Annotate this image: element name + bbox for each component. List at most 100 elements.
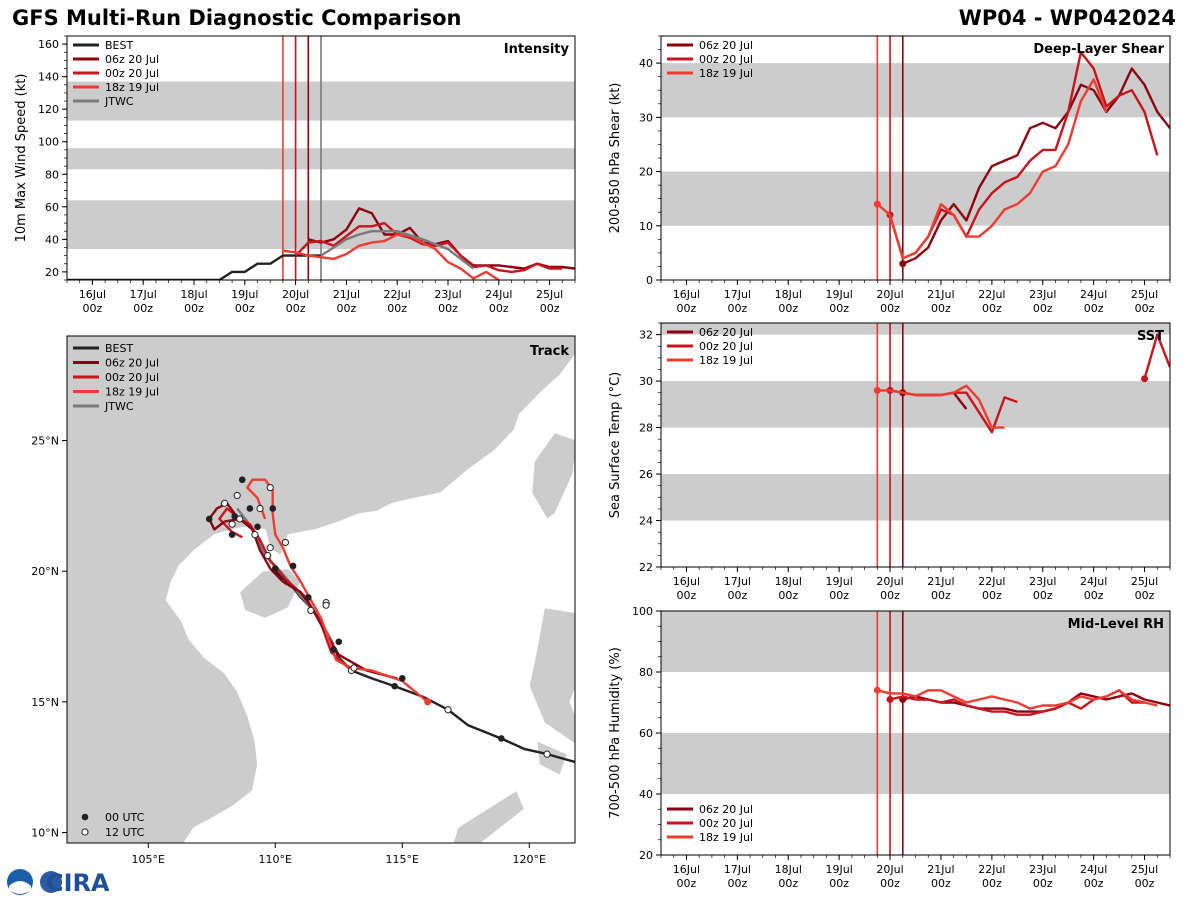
y-axis-label: 10m Max Wind Speed (kt) (14, 74, 29, 243)
legend-label: 00 UTC (105, 811, 145, 824)
init-point (873, 386, 881, 394)
series-line (1143, 333, 1170, 380)
legend-label: 18z 19 Jul (699, 67, 753, 80)
x-tick-label: 21Jul (927, 288, 954, 301)
legend-label: 18z 19 Jul (699, 831, 753, 844)
y-tick-label: 20 (639, 166, 653, 179)
x-tick-label: 00z (829, 302, 849, 315)
x-tick-label: 00z (880, 589, 900, 602)
threshold-band (661, 474, 1170, 521)
map-area (67, 336, 575, 843)
marker-12utc (350, 664, 358, 672)
legend-marker (81, 813, 89, 821)
y-tick-label: 24 (639, 515, 653, 528)
x-tick-label: 23Jul (1029, 288, 1056, 301)
marker-12utc (236, 515, 244, 523)
x-tick-label: 19Jul (826, 863, 853, 876)
y-tick-label: 32 (639, 329, 653, 342)
x-tick-label: 20Jul (876, 863, 903, 876)
land-mindoro (536, 740, 568, 776)
threshold-band (661, 323, 1170, 335)
x-tick-label: 23Jul (1029, 575, 1056, 588)
legend-label: 06z 20 Jul (699, 803, 753, 816)
x-tick-label: 00z (778, 589, 798, 602)
marker-12utc (264, 551, 272, 560)
x-tick-label: 00z (184, 302, 204, 315)
x-tick-label: 25Jul (1131, 575, 1158, 588)
y-tick-label: 10°N (31, 827, 59, 840)
marker-00utc (228, 531, 236, 538)
marker-00utc (246, 505, 254, 512)
x-tick-label: 00z (1135, 877, 1155, 890)
y-tick-label: 26 (639, 468, 653, 481)
x-tick-label: 00z (1084, 302, 1104, 315)
x-tick-label: 22Jul (384, 288, 411, 301)
marker-00utc (391, 682, 398, 690)
marker-12utc (251, 531, 259, 539)
x-tick-label: 22Jul (978, 863, 1005, 876)
x-tick-label: 00z (727, 302, 747, 315)
x-tick-label: 00z (438, 302, 458, 315)
y-tick-label: 160 (38, 38, 59, 51)
marker-00utc (335, 638, 343, 646)
marker-12utc (228, 520, 236, 528)
y-tick-label: 40 (639, 788, 653, 801)
x-tick-label: 18Jul (775, 863, 802, 876)
x-tick-label: 00z (1135, 302, 1155, 315)
y-tick-label: 30 (639, 111, 653, 124)
marker-12utc (266, 544, 274, 552)
x-tick-label: 00z (337, 302, 357, 315)
y-tick-label: 100 (38, 136, 59, 149)
x-tick-label: 00z (387, 302, 407, 315)
cira-logo-text: CIRA (46, 869, 110, 896)
marker-00utc (289, 562, 297, 570)
x-tick-label: 120°E (513, 853, 546, 866)
x-tick-label: 16Jul (673, 863, 700, 876)
y-tick-label: 10 (639, 220, 653, 233)
init-point (873, 200, 881, 208)
x-tick-label: 16Jul (673, 288, 700, 301)
x-tick-label: 00z (1033, 302, 1053, 315)
legend-label: 00z 20 Jul (699, 340, 753, 353)
chart-title: GFS Multi-Run Diagnostic Comparison (12, 6, 462, 30)
series-line (876, 78, 1108, 260)
y-tick-label: 80 (639, 666, 653, 679)
x-tick-label: 17Jul (724, 575, 751, 588)
x-tick-label: 110°E (259, 853, 292, 866)
legend-label: 06z 20 Jul (105, 357, 159, 370)
x-tick-label: 20Jul (282, 288, 309, 301)
x-tick-label: 00z (829, 877, 849, 890)
threshold-band (661, 381, 1170, 428)
x-tick-label: 00z (83, 302, 103, 315)
legend-label: 12 UTC (105, 826, 145, 839)
marker-00utc (305, 594, 312, 601)
legend-label: 06z 20 Jul (699, 326, 753, 339)
x-tick-label: 23Jul (434, 288, 461, 301)
marker-12utc (266, 483, 274, 492)
x-tick-label: 22Jul (978, 288, 1005, 301)
x-tick-label: 22Jul (978, 575, 1005, 588)
init-point (1141, 375, 1149, 383)
x-tick-label: 00z (931, 589, 951, 602)
x-tick-label: 25Jul (536, 288, 563, 301)
land-taiwan (531, 432, 575, 520)
legend-label: 00z 20 Jul (699, 817, 753, 830)
marker-00utc (238, 476, 246, 484)
x-tick-label: 00z (133, 302, 153, 315)
marker-12utc (220, 499, 229, 507)
x-tick-label: 17Jul (724, 863, 751, 876)
x-tick-label: 19Jul (826, 288, 853, 301)
x-tick-label: 00z (1033, 877, 1053, 890)
x-tick-label: 21Jul (927, 575, 954, 588)
init-point (873, 686, 881, 694)
marker-00utc (330, 646, 338, 653)
x-tick-label: 115°E (386, 853, 419, 866)
series-line (877, 689, 1158, 710)
y-tick-label: 22 (639, 561, 653, 574)
x-tick-label: 24Jul (1080, 575, 1107, 588)
legend-label: 18z 19 Jul (105, 81, 159, 94)
x-tick-label: 00z (727, 877, 747, 890)
x-tick-label: 17Jul (724, 288, 751, 301)
x-tick-label: 00z (778, 877, 798, 890)
y-tick-label: 15°N (31, 696, 59, 709)
